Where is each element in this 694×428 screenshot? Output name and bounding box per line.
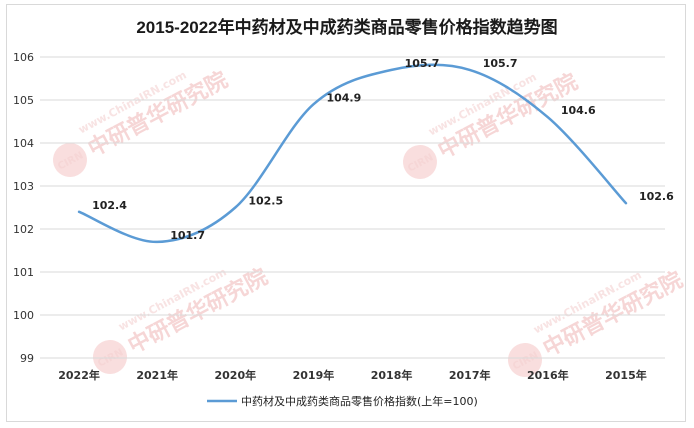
y-tick-label: 105 bbox=[13, 94, 34, 107]
watermark-logo-icon bbox=[508, 343, 542, 377]
chart-title: 2015-2022年中药材及中成药类商品零售价格指数趋势图 bbox=[136, 17, 557, 37]
x-tick-label: 2016年 bbox=[527, 368, 569, 382]
data-label: 102.4 bbox=[92, 199, 127, 212]
watermark-logo-icon bbox=[93, 340, 127, 374]
data-label: 102.6 bbox=[639, 190, 674, 203]
y-tick-label: 106 bbox=[13, 51, 34, 64]
watermark-logo-icon bbox=[403, 145, 437, 179]
data-label: 104.9 bbox=[326, 91, 361, 104]
y-axis-ticks: 99 100 101 102 103 104 105 106 bbox=[13, 51, 34, 365]
watermark-logo-icon bbox=[53, 143, 87, 177]
data-label: 105.7 bbox=[483, 57, 518, 70]
legend: 中药材及中成药类商品零售价格指数(上年=100) bbox=[207, 394, 478, 408]
x-tick-label: 2020年 bbox=[215, 368, 257, 382]
data-label: 104.6 bbox=[561, 104, 596, 117]
data-label: 101.7 bbox=[170, 229, 205, 242]
legend-entry: 中药材及中成药类商品零售价格指数(上年=100) bbox=[241, 394, 478, 408]
data-label: 102.5 bbox=[248, 195, 283, 208]
y-tick-label: 101 bbox=[13, 266, 34, 279]
x-tick-label: 2022年 bbox=[58, 368, 100, 382]
series-group bbox=[77, 63, 628, 244]
gridlines bbox=[40, 56, 665, 359]
y-tick-label: 103 bbox=[13, 180, 34, 193]
x-tick-label: 2019年 bbox=[293, 368, 335, 382]
x-tick-label: 2015年 bbox=[605, 368, 647, 382]
data-labels: 102.4 101.7 102.5 104.9 105.7 105.7 104.6 102.6 bbox=[92, 57, 674, 242]
y-tick-label: 104 bbox=[13, 137, 34, 150]
y-tick-label: 102 bbox=[13, 223, 34, 236]
x-axis-ticks: 2022年 2021年 2020年 2019年 2018年 2017年 2016年 2015年 bbox=[58, 368, 647, 382]
y-tick-label: 100 bbox=[13, 309, 34, 322]
y-tick-label: 99 bbox=[20, 352, 34, 365]
x-tick-label: 2017年 bbox=[449, 368, 491, 382]
x-tick-label: 2021年 bbox=[136, 368, 178, 382]
data-label: 105.7 bbox=[405, 57, 440, 70]
series-line bbox=[77, 63, 628, 244]
x-tick-label: 2018年 bbox=[371, 368, 413, 382]
